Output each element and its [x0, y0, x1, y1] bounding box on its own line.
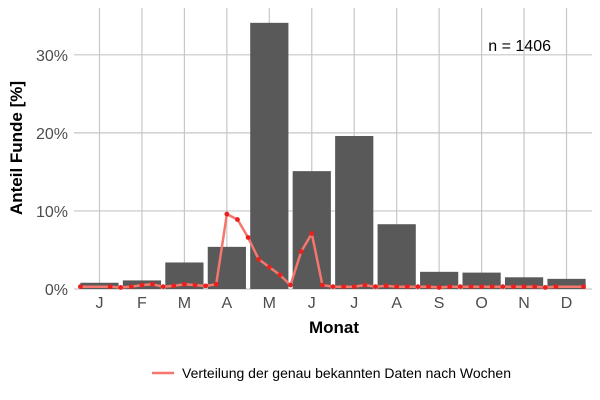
legend: Verteilung der genau bekannten Daten nac… [152, 365, 511, 381]
x-tick-label: S [434, 295, 445, 312]
series-point [213, 281, 219, 287]
x-tick-label: M [263, 295, 276, 312]
series-point [341, 284, 347, 290]
series-point [77, 284, 83, 290]
series-point [362, 282, 368, 288]
y-tick-label: 30% [36, 48, 68, 65]
series-point [266, 264, 272, 270]
y-gridlines [74, 54, 592, 290]
series-point [532, 284, 538, 290]
weekly-distribution-line [80, 212, 584, 289]
series-point [468, 284, 474, 290]
bar [335, 136, 374, 289]
series-point [404, 284, 410, 290]
y-tick-labels: 0% 10% 20% 30% [36, 48, 68, 299]
series-point [500, 284, 506, 290]
series-point [319, 282, 325, 288]
series-point [479, 284, 485, 290]
x-tick-label: A [222, 295, 233, 312]
series-point [489, 284, 495, 290]
x-tick-label: A [391, 295, 402, 312]
bars [80, 22, 586, 289]
bar [504, 277, 544, 289]
series-point [150, 281, 155, 287]
x-tick-label: O [475, 295, 487, 312]
y-tick-label: 0% [45, 282, 68, 299]
series-point [436, 285, 442, 290]
x-tick-label: J [308, 295, 316, 312]
bar [547, 278, 586, 289]
series-point [256, 256, 262, 262]
series-point [511, 284, 516, 290]
series-point [245, 235, 251, 240]
series-point [426, 284, 431, 290]
series-point [553, 284, 559, 290]
x-tick-label: D [561, 295, 573, 312]
x-tick-label: J [95, 295, 103, 312]
bar [207, 246, 246, 289]
x-axis-title: Monat [309, 318, 359, 337]
series-point [581, 284, 586, 290]
series-point [128, 284, 134, 290]
series-point [330, 284, 336, 290]
series-point [521, 284, 527, 290]
series-point [542, 285, 548, 290]
series-point [457, 284, 463, 290]
x-tick-label: M [178, 295, 191, 312]
bar [292, 171, 331, 289]
series-point [139, 282, 145, 288]
series-point [394, 284, 400, 290]
series-point [298, 249, 304, 254]
bar [377, 224, 416, 289]
bar [250, 22, 289, 289]
series-point [235, 217, 240, 222]
series-point [203, 283, 209, 289]
y-tick-label: 20% [36, 126, 68, 143]
series-point [447, 284, 453, 290]
series-point [160, 284, 166, 290]
x-tick-label: N [518, 295, 530, 312]
series-point [288, 282, 293, 288]
series-point [415, 284, 421, 290]
series-line [80, 212, 584, 289]
series-point [224, 211, 230, 217]
y-axis-title: Anteil Funde [%] [7, 81, 26, 215]
series-point [118, 285, 124, 290]
series-point [181, 281, 187, 287]
weekly-distribution-points [77, 211, 586, 290]
x-tick-label: F [137, 295, 147, 312]
series-point [192, 282, 198, 288]
y-tick-label: 10% [36, 204, 68, 221]
series-point [373, 284, 378, 290]
x-tick-label: J [350, 295, 358, 312]
legend-label: Verteilung der genau bekannten Daten nac… [182, 365, 511, 381]
series-point [309, 231, 315, 236]
series-point [383, 283, 389, 289]
series-point [171, 283, 177, 289]
series-point [277, 272, 283, 278]
series-point [107, 284, 113, 290]
annotation-n: n = 1406 [488, 38, 551, 55]
series-point [351, 284, 357, 290]
